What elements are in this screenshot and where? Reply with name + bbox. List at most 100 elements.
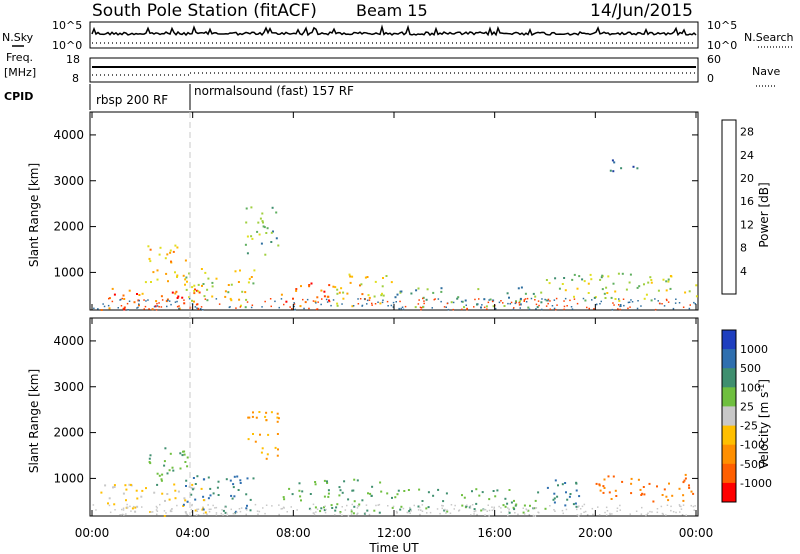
power-cell	[450, 301, 453, 304]
velocity-cell	[184, 499, 187, 502]
velocity-ground-cell	[493, 508, 495, 510]
velocity-cell	[361, 499, 364, 502]
power-ground-cell	[357, 303, 360, 305]
power-cell	[576, 287, 579, 290]
velocity-cell	[161, 473, 164, 476]
power-ground-cell	[658, 302, 661, 305]
velocity-cell	[148, 461, 151, 463]
velocity-cell	[327, 489, 330, 492]
velocity-cell	[166, 472, 169, 475]
power-ground-cell	[461, 308, 463, 311]
velocity-cell	[480, 509, 483, 512]
velocity-ground-cell	[581, 505, 584, 508]
station-title: South Pole Station (fitACF)	[92, 1, 317, 21]
velocity-ground-cell	[207, 504, 209, 506]
velocity-ground-cell	[246, 509, 248, 511]
power-ground-cell	[507, 302, 509, 305]
power-cell	[123, 298, 126, 300]
power-ground-cell	[167, 299, 169, 302]
power-cell	[149, 260, 152, 263]
velocity-cell	[522, 511, 525, 514]
velocity-cell	[371, 485, 374, 488]
power-cell	[373, 295, 376, 298]
power-cell	[612, 170, 615, 173]
power-ground-cell	[315, 302, 317, 304]
power-cell	[359, 284, 361, 287]
velocity-ground-cell	[526, 509, 529, 511]
velocity-ground-cell	[426, 512, 428, 514]
power-cell	[614, 298, 617, 300]
velocity-cell	[233, 475, 236, 478]
velocity-cell	[323, 506, 325, 509]
velocity-ground-cell	[578, 505, 580, 507]
power-cell	[234, 270, 237, 273]
power-ground-cell	[160, 306, 163, 308]
velocity-cell	[575, 505, 578, 508]
power-ground-cell	[148, 308, 150, 310]
velocity-cell	[185, 485, 187, 487]
power-ground-cell	[246, 301, 249, 303]
velocity-ground-cell	[396, 512, 398, 514]
power-ground-cell	[419, 306, 422, 309]
velocity-cell	[148, 457, 151, 460]
power-cell	[612, 282, 615, 285]
power-ground-cell	[478, 298, 480, 300]
velocity-ground-cell	[221, 509, 223, 511]
velocity-ground-cell	[474, 510, 477, 512]
power-ground-cell	[518, 304, 521, 306]
velocity-ground-cell	[402, 507, 405, 510]
velocity-cell	[561, 483, 564, 486]
velocity-ground-cell	[444, 508, 446, 511]
power-ground-cell	[564, 297, 567, 300]
velocity-cell	[515, 503, 518, 506]
velocity-ground-cell	[476, 513, 478, 516]
power-ground-cell	[382, 299, 384, 301]
velocity-ground-cell	[421, 510, 424, 512]
power-cell	[366, 276, 369, 278]
velocity-cell	[185, 479, 188, 482]
power-ground-cell	[371, 302, 373, 305]
power-cell	[259, 217, 262, 220]
power-cell	[336, 304, 339, 307]
power-cell	[614, 290, 617, 293]
velocity-cell	[246, 504, 248, 507]
velocity-cell	[125, 499, 127, 502]
power-ground-cell	[196, 307, 198, 309]
velocity-colorbar-title: Velocity [m s-1]	[757, 379, 771, 469]
velocity-ground-cell	[406, 511, 408, 514]
power-cell	[147, 245, 150, 248]
velocity-cell	[667, 499, 670, 502]
velocity-cell	[621, 480, 624, 483]
velocity-cell	[247, 438, 250, 441]
velocity-cell	[177, 490, 180, 493]
velocity-cell	[446, 510, 449, 513]
power-cell	[492, 299, 495, 302]
power-cell	[280, 293, 283, 296]
power-ground-cell	[387, 305, 389, 307]
power-cell	[229, 297, 232, 300]
power-ground-cell	[487, 301, 490, 304]
power-ground-cell	[596, 303, 598, 306]
velocity-title-end: ]	[757, 379, 771, 384]
power-cell	[245, 207, 248, 210]
velocity-ground-cell	[466, 504, 468, 506]
power-cell	[540, 301, 543, 304]
velocity-cell	[196, 475, 199, 478]
power-ground-cell	[321, 298, 323, 300]
velocity-cell	[557, 484, 559, 487]
power-cell	[193, 289, 196, 292]
velocity-ground-cell	[95, 509, 97, 511]
velocity-ground-cell	[395, 510, 398, 513]
power-cell	[154, 305, 157, 308]
velocity-ground-cell	[150, 511, 152, 513]
velocity-ground-cell	[473, 513, 475, 515]
power-cell	[323, 290, 326, 293]
power-ground-cell	[473, 306, 475, 308]
power-ground-cell	[422, 297, 424, 300]
velocity-colorbar-segment	[722, 349, 736, 369]
power-ground-cell	[218, 303, 221, 305]
velocity-cell	[149, 462, 152, 465]
power-cell	[239, 269, 241, 272]
power-cell	[410, 292, 413, 295]
velocity-cell	[191, 483, 194, 486]
